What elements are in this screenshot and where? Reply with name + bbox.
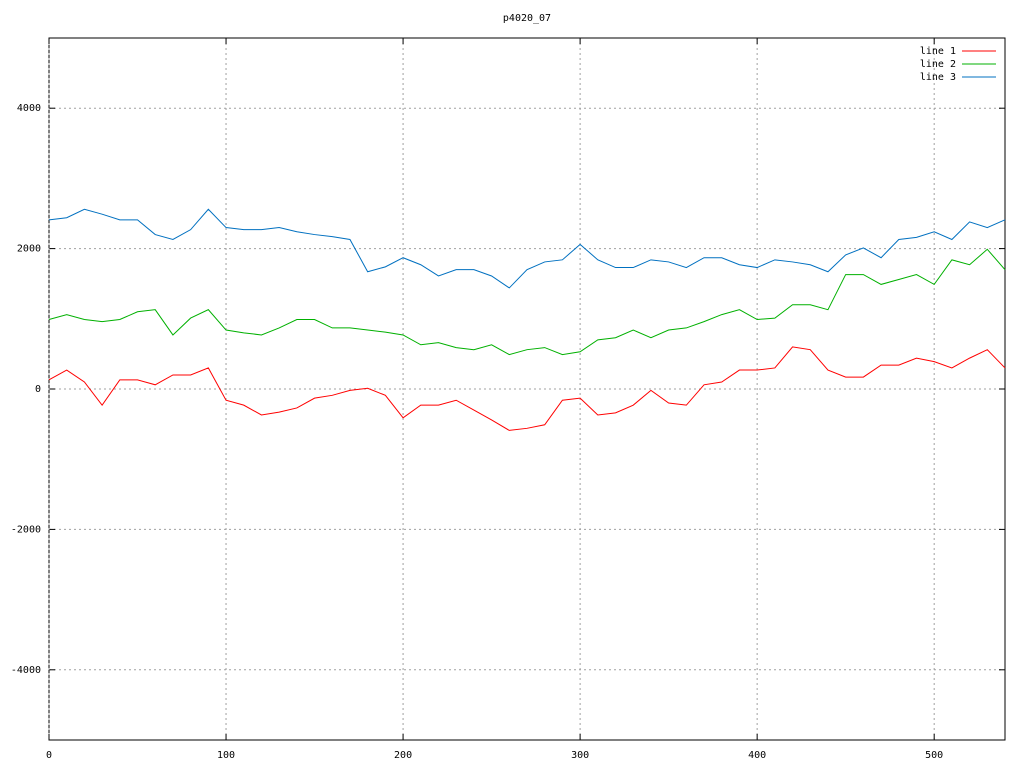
x-tick-label: 300 [571, 750, 589, 761]
y-tick-label: 2000 [17, 244, 41, 255]
x-tick-label: 100 [217, 750, 235, 761]
x-tick-label: 0 [46, 750, 52, 761]
y-tick-label: 4000 [17, 103, 41, 114]
line-series [48, 248, 1006, 356]
y-tick-label: -2000 [11, 524, 41, 535]
legend-label: line 3 [920, 72, 956, 83]
legend-label: line 1 [920, 46, 956, 57]
line-series [48, 346, 1006, 431]
x-tick-label: 400 [748, 750, 766, 761]
x-tick-label: 500 [925, 750, 943, 761]
x-tick-label: 200 [394, 750, 412, 761]
plot-frame [48, 37, 1006, 741]
y-tick-label: -4000 [11, 665, 41, 676]
legend-label: line 2 [920, 59, 956, 70]
chart-title: p4020_07 [503, 13, 551, 24]
y-tick-label: 0 [35, 384, 41, 395]
line-series [48, 208, 1006, 289]
